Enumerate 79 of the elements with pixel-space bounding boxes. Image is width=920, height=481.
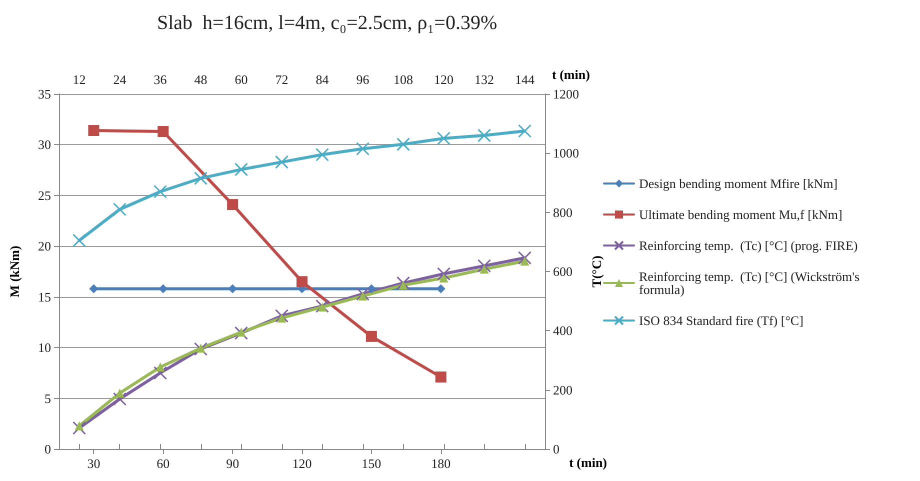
- point: [437, 132, 450, 146]
- x2-tick-label: 120: [292, 456, 312, 471]
- legend-label: Design bending moment Mfire [kNm]: [639, 176, 838, 191]
- y-tick-label: 30: [38, 137, 51, 152]
- x-axis-title: t (min): [552, 67, 590, 82]
- legend-label: Reinforcing temp. (Tc) [°C] (Wickström's formula): [639, 269, 863, 297]
- point: [113, 392, 126, 406]
- x-tick-label: 48: [194, 72, 208, 87]
- point: [277, 313, 286, 322]
- x2-tick-label: 30: [87, 456, 100, 471]
- point: [478, 128, 491, 142]
- point: [439, 274, 448, 283]
- y2-tick-label: 1200: [553, 86, 579, 102]
- point: [356, 287, 370, 301]
- x2-tick-label: 90: [226, 456, 240, 471]
- point: [156, 362, 165, 372]
- x-tick-label: 60: [234, 72, 248, 87]
- point: [154, 366, 167, 380]
- x-tick-label: 12: [72, 72, 86, 87]
- y2-tick-label: 200: [553, 382, 572, 398]
- x-tick-label: 72: [275, 72, 288, 87]
- y-tick-label: 10: [38, 340, 51, 356]
- point: [113, 202, 126, 216]
- x-tick-label: 120: [434, 72, 454, 87]
- point: [316, 299, 329, 313]
- y2-tick-label: 400: [553, 323, 572, 338]
- y2-tick-label: 600: [553, 264, 572, 279]
- point: [196, 344, 206, 353]
- point: [234, 162, 248, 176]
- point: [518, 124, 532, 138]
- point: [480, 264, 489, 274]
- point: [275, 309, 288, 323]
- legend-label: Ultimate bending moment Mu,f [kNm]: [639, 207, 842, 222]
- point: [72, 421, 86, 435]
- legend-label: ISO 834 Standard fire (Tf) [°C]: [639, 313, 804, 328]
- x-tick-label: 132: [474, 72, 494, 87]
- x-tick-label: 24: [113, 72, 127, 87]
- point: [478, 259, 491, 273]
- point: [398, 280, 408, 290]
- x2-tick-label: 60: [156, 456, 170, 471]
- point: [154, 184, 167, 198]
- x-tick-label: 84: [316, 72, 330, 87]
- y-tick-label: 35: [38, 86, 51, 102]
- point: [437, 267, 450, 281]
- point: [520, 256, 530, 266]
- point: [358, 292, 368, 301]
- point: [356, 142, 370, 156]
- point: [318, 302, 327, 312]
- x-tick-label: 144: [515, 72, 535, 87]
- legend-label: Reinforcing temp. (Tc) [°C] (prog. FIRE): [639, 238, 858, 253]
- y2-axis-title: T(°C): [589, 256, 604, 288]
- y2-tick-label: 0: [553, 442, 560, 456]
- x2-tick-label: 150: [362, 456, 382, 471]
- y-tick-label: 15: [38, 289, 51, 304]
- point: [396, 276, 410, 290]
- point: [115, 388, 124, 398]
- y2-tick-label: 800: [553, 204, 572, 220]
- x2-axis-title: t (min): [569, 455, 608, 470]
- point: [234, 326, 248, 340]
- y-axis-title: M (kNm): [7, 246, 22, 298]
- point: [194, 172, 208, 186]
- y2-tick-label: 1000: [553, 146, 579, 161]
- x-tick-label: 36: [154, 72, 168, 87]
- x-tick-label: 96: [356, 72, 370, 87]
- point: [316, 148, 329, 162]
- point: [275, 155, 288, 169]
- point: [194, 342, 208, 356]
- y-tick-label: 25: [38, 188, 51, 203]
- point: [236, 328, 246, 337]
- y-tick-label: 20: [38, 238, 51, 254]
- y-tick-label: 5: [44, 390, 51, 406]
- x-tick-label: 108: [394, 72, 413, 87]
- y-tick-label: 0: [44, 442, 51, 456]
- point: [74, 421, 84, 430]
- point: [518, 251, 532, 265]
- point: [72, 234, 86, 248]
- x2-tick-label: 180: [431, 456, 451, 471]
- point: [396, 138, 410, 152]
- chart-title: Slab h=16cm, l=4m, c₀=2.5cm, ρ₁=0.39%: [157, 12, 498, 34]
